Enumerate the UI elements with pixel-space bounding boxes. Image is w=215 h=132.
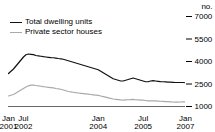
svg-text:4000: 4000: [195, 57, 213, 66]
svg-text:1000: 1000: [195, 102, 213, 111]
svg-text:Jul2005: Jul2005: [134, 114, 152, 131]
svg-text:2500: 2500: [195, 80, 213, 89]
svg-text:5500: 5500: [195, 35, 213, 44]
svg-text:no.: no.: [201, 2, 212, 11]
svg-text:Jan2004: Jan2004: [89, 114, 107, 131]
svg-text:Jul2002: Jul2002: [15, 114, 33, 131]
svg-text:7000: 7000: [195, 12, 213, 21]
html-text:Private sector houses: Private sector houses: [25, 27, 102, 36]
svg-text:Jan2007: Jan2007: [177, 114, 195, 131]
html-text:Total dwelling units: Total dwelling units: [25, 17, 93, 26]
